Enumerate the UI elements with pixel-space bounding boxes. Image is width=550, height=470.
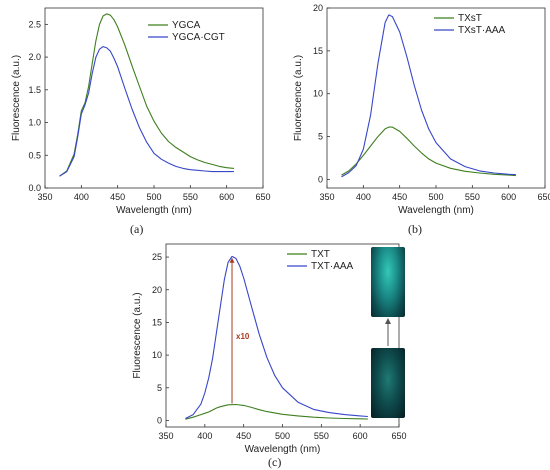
legend-label: TXsT <box>458 13 482 24</box>
series-line-blue <box>185 255 368 419</box>
plot-frame <box>326 7 546 189</box>
y-tick-label: 0 <box>318 174 323 184</box>
vial-photo-bright <box>371 247 405 317</box>
x-tick-label: 400 <box>356 192 371 202</box>
x-tick-label: 400 <box>197 431 212 441</box>
y-tick-label: 15 <box>313 46 323 56</box>
x-tick-label: 550 <box>314 431 329 441</box>
x-tick-label: 600 <box>219 192 234 202</box>
y-tick-label: 10 <box>313 89 323 99</box>
x-tick-label: 500 <box>428 192 443 202</box>
vial-arrow-icon <box>385 318 391 346</box>
y-tick-label: 0 <box>157 415 162 425</box>
x-tick-label: 450 <box>392 192 407 202</box>
y-tick-label: 0.5 <box>28 150 41 160</box>
x-tick-label: 350 <box>319 192 334 202</box>
y-tick-label: 20 <box>152 285 162 295</box>
vial-photo-dim <box>371 348 405 418</box>
x-tick-label: 600 <box>353 431 368 441</box>
series-line-green <box>341 126 516 177</box>
x-axis-label: Wavelength (nm) <box>245 444 321 455</box>
series-line-blue <box>341 14 516 178</box>
x-tick-label: 650 <box>391 431 406 441</box>
x-tick-label: 500 <box>275 431 290 441</box>
legend-label: TXT·AAA <box>311 261 354 272</box>
x-tick-label: 650 <box>255 192 270 202</box>
chart-c: 350 400 450 500 550 600 650 0 5 10 15 20 25 Wavelengt… <box>132 243 407 455</box>
x-tick-label: 450 <box>110 192 125 202</box>
x-axis-label: Wavelength (nm) <box>116 205 192 216</box>
panel-label-a: (a) <box>130 222 144 236</box>
annotation-label: x10 <box>236 332 250 341</box>
y-tick-label: 2.0 <box>28 52 41 62</box>
legend-label: YGCA·CGT <box>172 32 225 43</box>
legend-label: TXT <box>311 249 330 260</box>
plot-frame <box>165 243 400 428</box>
x-tick-label: 550 <box>183 192 198 202</box>
x-tick-label: 500 <box>146 192 161 202</box>
series-line-blue <box>59 46 234 177</box>
x-tick-label: 550 <box>465 192 480 202</box>
legend-label: TXsT·AAA <box>458 25 506 36</box>
y-tick-label: 10 <box>152 350 162 360</box>
y-tick-label: 20 <box>313 3 323 13</box>
y-tick-label: 15 <box>152 317 162 327</box>
series-line-green <box>59 13 234 177</box>
y-tick-label: 25 <box>152 252 162 262</box>
legend-label: YGCA <box>172 20 201 31</box>
x-tick-label: 400 <box>74 192 89 202</box>
plot-frame <box>44 7 264 189</box>
y-axis-label: Fluorescence (a.u.) <box>293 55 304 141</box>
y-tick-label: 1.5 <box>28 85 41 95</box>
y-axis-label: Fluorescence (a.u.) <box>132 292 143 378</box>
y-tick-label: 2.5 <box>28 19 41 29</box>
chart-b: 350 400 450 500 550 600 650 0 5 10 15 20 Wavelength … <box>293 3 550 216</box>
series-line-green <box>185 403 368 420</box>
x-tick-label: 350 <box>37 192 52 202</box>
panel-label-b: (b) <box>408 222 422 236</box>
x-axis-label: Wavelength (nm) <box>398 205 474 216</box>
annotation-arrow-head <box>229 257 235 263</box>
y-axis-label: Fluorescence (a.u.) <box>11 55 22 141</box>
y-tick-label: 0.0 <box>28 183 41 193</box>
y-tick-label: 1.0 <box>28 118 41 128</box>
x-tick-label: 650 <box>537 192 550 202</box>
y-tick-label: 5 <box>157 383 162 393</box>
y-tick-label: 5 <box>318 132 323 142</box>
panel-label-c: (c) <box>268 455 282 469</box>
x-tick-label: 350 <box>158 431 173 441</box>
x-tick-label: 600 <box>501 192 516 202</box>
chart-a: 350 400 450 500 550 600 650 0.0 0.5 1.0 1.5 2.0 2.5 W… <box>11 7 271 216</box>
x-tick-label: 450 <box>236 431 251 441</box>
